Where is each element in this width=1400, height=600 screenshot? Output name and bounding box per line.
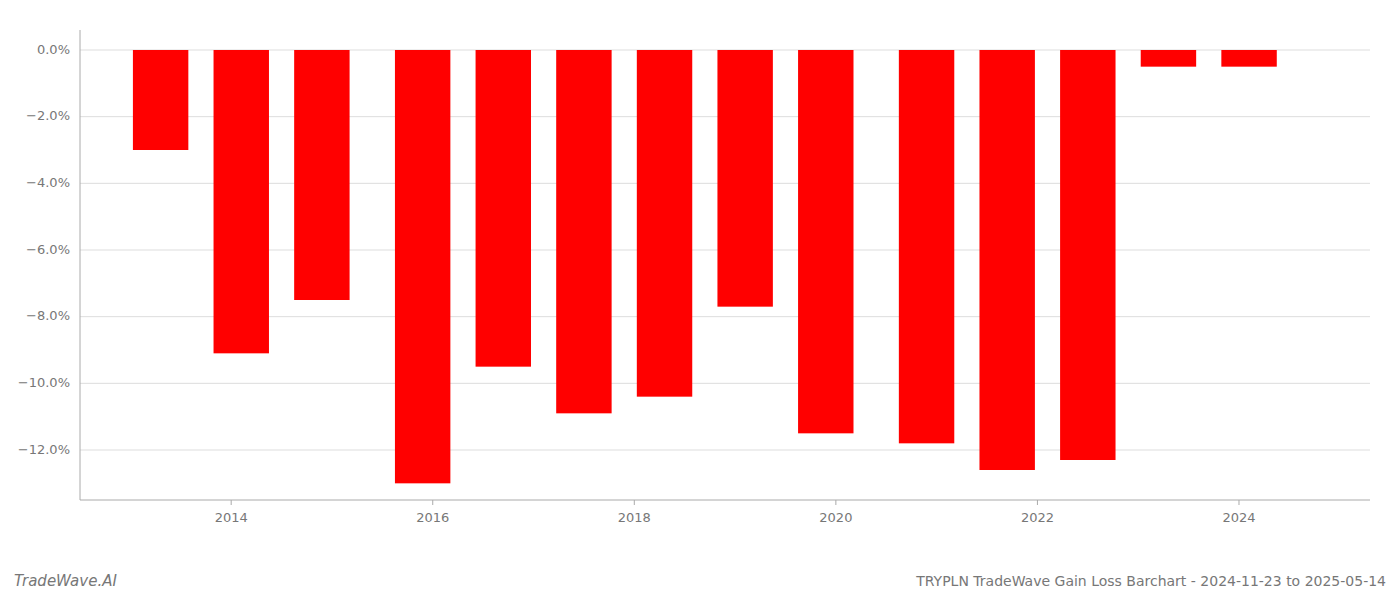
bar [294, 50, 349, 300]
x-tick-label: 2018 [618, 510, 651, 525]
bar [637, 50, 692, 397]
x-tick-label: 2020 [819, 510, 852, 525]
grid-line [80, 450, 1370, 451]
watermark: TradeWave.AI [14, 572, 117, 590]
x-tick-label: 2014 [215, 510, 248, 525]
y-tick-label: −10.0% [18, 375, 70, 390]
bar [979, 50, 1034, 470]
bars [133, 50, 1277, 483]
bar [899, 50, 954, 443]
y-axis-line [80, 30, 81, 500]
x-axis-line [80, 500, 1370, 501]
bar [556, 50, 611, 413]
chart: 0.0% −2.0% −4.0% −6.0% −8.0% −10.0% −12.0% 2014… [0, 0, 1400, 600]
x-tick [432, 500, 433, 505]
x-tick [835, 500, 836, 505]
y-tick-label: −6.0% [26, 242, 70, 257]
bar [717, 50, 772, 307]
grid-line [80, 316, 1370, 317]
x-tick-label: 2024 [1222, 510, 1255, 525]
bar [1141, 50, 1196, 67]
bar [395, 50, 450, 483]
title: TRYPLN TradeWave Gain Loss Barchart - 20… [915, 573, 1386, 589]
y-tick-label: −4.0% [26, 175, 70, 190]
grid-line [80, 383, 1370, 384]
y-tick-label: −12.0% [18, 442, 70, 457]
y-tick-label: −8.0% [26, 308, 70, 323]
axes: 0.0% −2.0% −4.0% −6.0% −8.0% −10.0% −12.0% 2014… [18, 42, 1256, 526]
x-tick [1037, 500, 1038, 505]
x-tick [634, 500, 635, 505]
x-tick [1238, 500, 1239, 505]
x-tick-label: 2022 [1021, 510, 1054, 525]
bar [798, 50, 853, 433]
grid [80, 50, 1370, 450]
bar [133, 50, 188, 150]
bar [214, 50, 269, 353]
y-tick-label: 0.0% [37, 42, 70, 57]
bar [476, 50, 531, 367]
bar [1060, 50, 1115, 460]
x-tick [231, 500, 232, 505]
bar [1221, 50, 1276, 67]
y-tick-label: −2.0% [26, 108, 70, 123]
x-tick-label: 2016 [416, 510, 449, 525]
